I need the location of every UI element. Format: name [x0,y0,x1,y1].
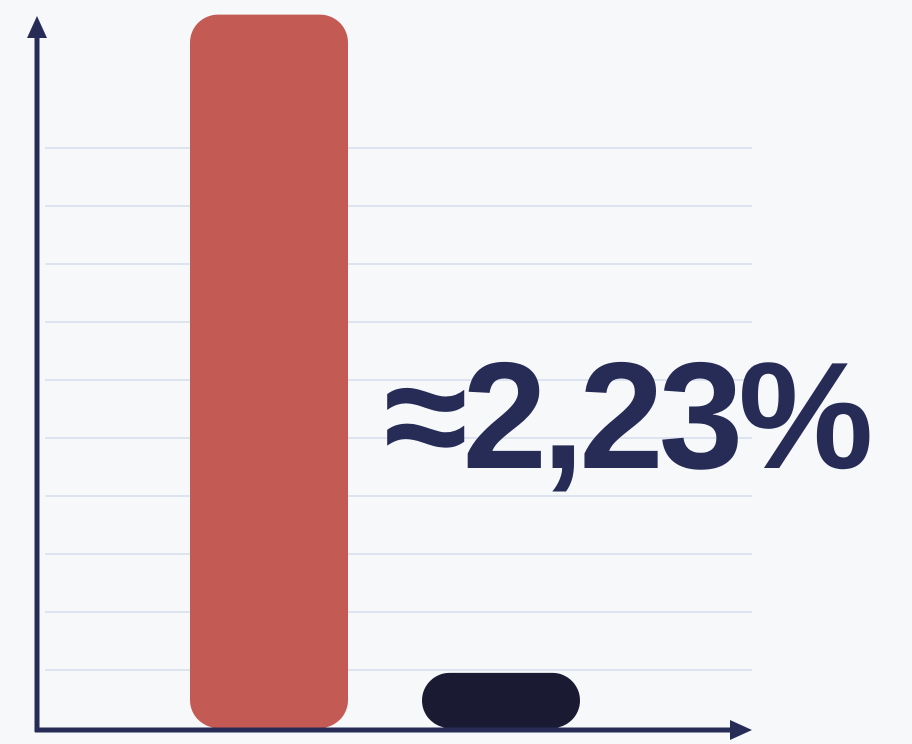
bars [190,14,580,729]
annotation: ≈2,23% [384,331,870,501]
x-axis-arrow [730,720,752,740]
bar [422,672,580,728]
y-axis-arrow [27,16,47,38]
grid [45,147,752,671]
bar [190,14,348,729]
